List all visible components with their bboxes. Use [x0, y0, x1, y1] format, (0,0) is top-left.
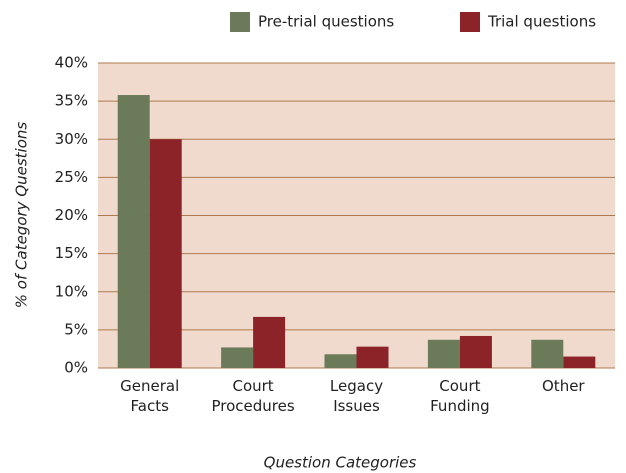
bar	[117, 95, 150, 369]
x-axis-label: Question Categories	[264, 454, 417, 472]
bar	[324, 354, 357, 368]
bar	[221, 347, 254, 368]
y-tick-label: 20%	[55, 206, 88, 224]
x-tick-label: Other	[542, 377, 585, 395]
x-tick-label: Court Procedures	[212, 377, 295, 415]
y-tick-label: 10%	[55, 282, 88, 300]
bar	[563, 356, 596, 368]
y-tick-label: 0%	[64, 359, 88, 377]
y-tick-label: 35%	[55, 92, 88, 110]
bar	[531, 339, 564, 368]
legend-label: Trial questions	[487, 13, 596, 31]
legend-swatch	[460, 12, 480, 32]
bar	[459, 335, 492, 368]
y-tick-label: 5%	[64, 320, 88, 338]
x-tick-label: Legacy Issues	[330, 377, 383, 415]
bar	[253, 316, 286, 368]
bar	[149, 139, 182, 368]
y-tick-label: 40%	[55, 54, 88, 72]
legend-label: Pre-trial questions	[258, 13, 394, 31]
y-tick-label: 30%	[55, 130, 88, 148]
x-tick-label: Court Funding	[430, 377, 490, 415]
bar	[427, 339, 460, 368]
x-tick-label: General Facts	[120, 377, 179, 415]
bar	[356, 346, 389, 368]
y-tick-label: 25%	[55, 168, 88, 186]
y-axis-label: % of Category Questions	[13, 122, 31, 309]
legend-swatch	[230, 12, 250, 32]
y-tick-label: 15%	[55, 244, 88, 262]
